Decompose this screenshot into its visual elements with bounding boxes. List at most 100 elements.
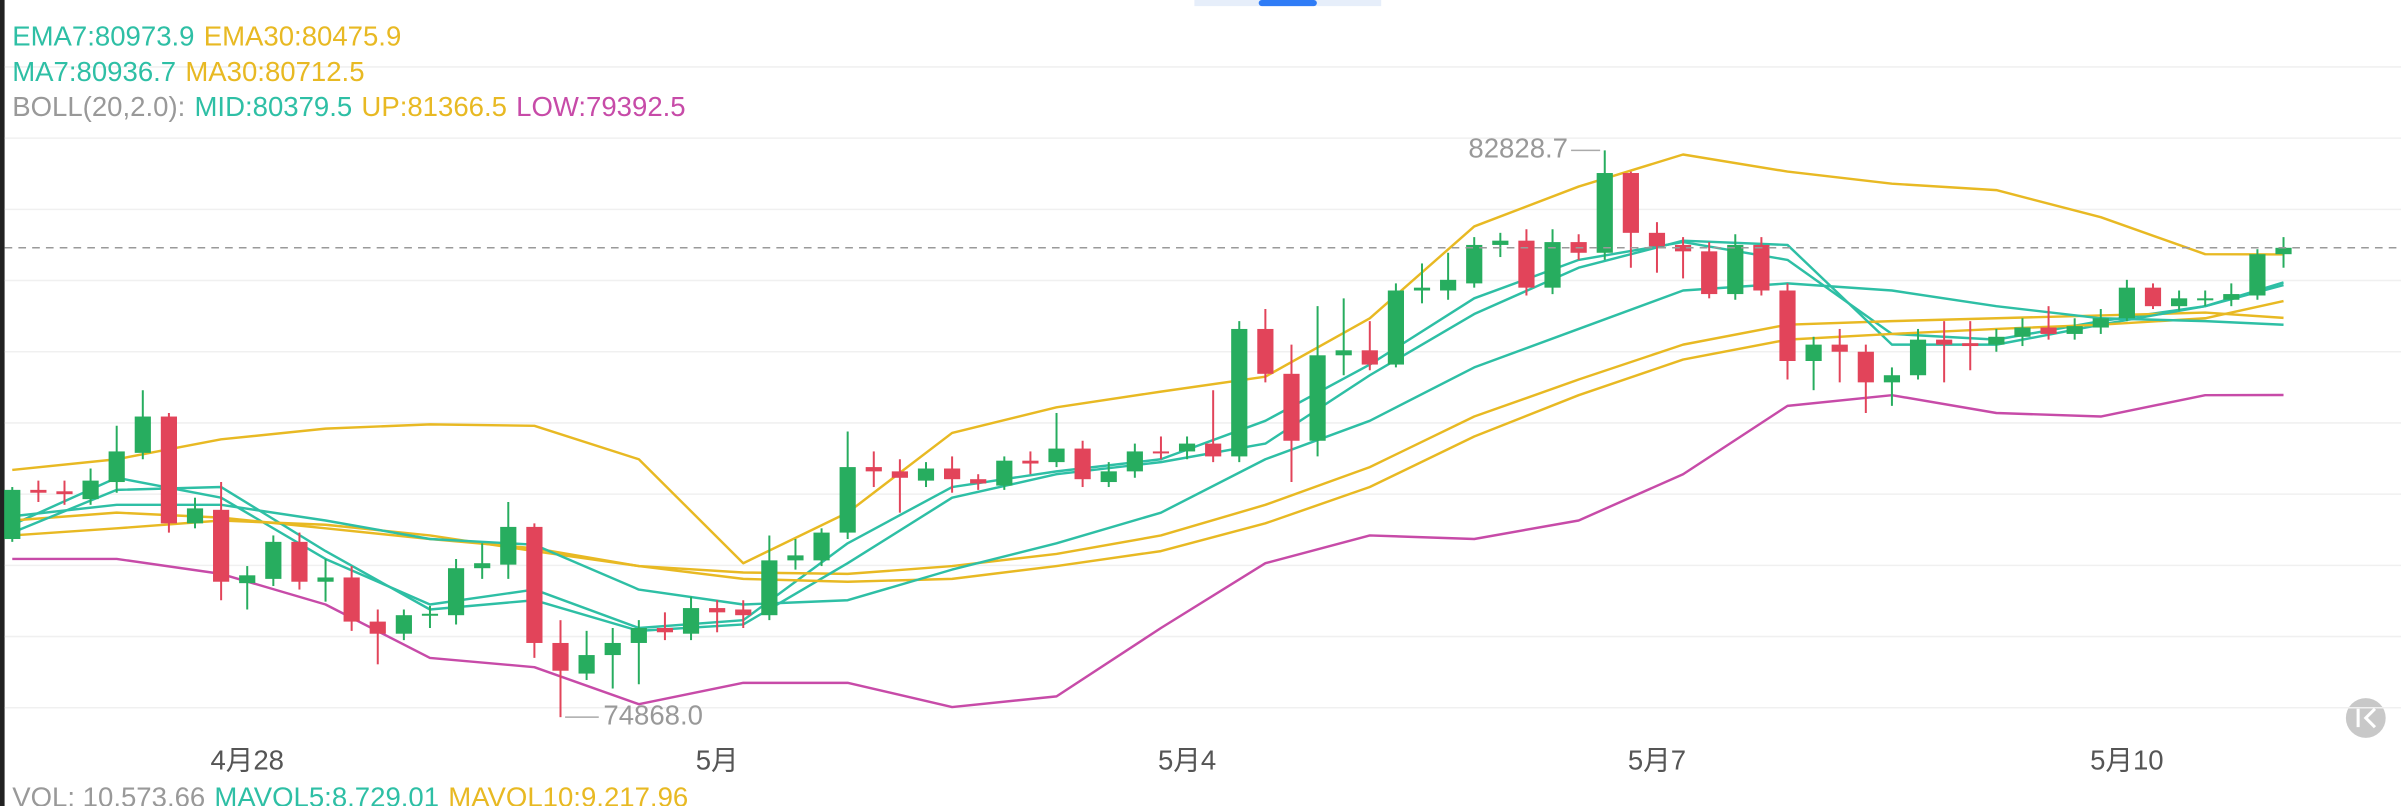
- labels: 4月28 5月 5月4 5月7 5月10 82828.7 74868.0 EMA7:80973…: [12, 21, 2163, 806]
- candle-body: [1231, 328, 1248, 457]
- candle-body: [1309, 355, 1326, 441]
- x-tick-label: 5月: [696, 745, 739, 776]
- candle-body: [552, 642, 569, 671]
- candle-body: [2249, 254, 2266, 296]
- indicator-line: [12, 393, 2284, 709]
- candle-body: [1492, 240, 1509, 245]
- candle-body: [447, 568, 465, 616]
- candle-body: [421, 613, 439, 616]
- candle-body: [239, 575, 256, 584]
- candle-body: [2275, 247, 2292, 255]
- low-label: 74868.0: [603, 699, 703, 730]
- candle-body: [369, 621, 386, 634]
- candle-body: [1857, 351, 1874, 383]
- candle-body: [1074, 448, 1091, 480]
- candle-body: [2040, 327, 2057, 334]
- candle-body: [1466, 244, 1483, 284]
- candle-body: [1361, 350, 1378, 365]
- indicator-line: [12, 282, 2284, 606]
- x-tick-label: 5月7: [1628, 745, 1686, 776]
- candle-body: [134, 416, 151, 453]
- high-label: 82828.7: [1468, 133, 1568, 164]
- candle-body: [1622, 173, 1639, 233]
- candle-body: [604, 642, 621, 656]
- volume-label: MAVOL10:9,217.96: [448, 781, 688, 806]
- candle-body: [1205, 443, 1222, 457]
- x-tick-label: 5月10: [2090, 745, 2164, 776]
- candle-body: [656, 628, 674, 633]
- candle-body: [761, 560, 778, 616]
- legend-entry: UP:81366.5: [361, 91, 507, 122]
- candle-body: [1648, 232, 1666, 247]
- candle-body: [2066, 326, 2083, 334]
- candle-body: [996, 460, 1013, 486]
- candle-body: [317, 577, 334, 582]
- candle-body: [1779, 290, 1796, 361]
- legend-entry: LOW:79392.5: [516, 91, 686, 122]
- candle-body: [1674, 244, 1692, 252]
- candle-body: [395, 615, 412, 634]
- candle-body: [1805, 344, 1822, 361]
- candle-body: [56, 491, 73, 495]
- candle-body: [891, 471, 908, 478]
- candle-body: [82, 480, 99, 500]
- candle-body: [787, 555, 804, 561]
- candle-body: [1048, 448, 1065, 463]
- candle-body: [1518, 240, 1535, 288]
- candle-body: [578, 655, 595, 674]
- candle-body: [1727, 244, 1744, 295]
- legend-entry: MA30:80712.5: [185, 56, 364, 87]
- candle-body: [813, 532, 830, 561]
- candle-body: [108, 451, 125, 483]
- top-tab-indicator: [1258, 0, 1317, 7]
- indicator-line: [12, 153, 2284, 565]
- candle-body: [1909, 339, 1927, 376]
- left-edge: [0, 0, 5, 806]
- candle-body: [1883, 375, 1901, 383]
- candle-body: [1988, 336, 2005, 345]
- legend-entry: MA7:80936.7: [12, 56, 176, 87]
- legend-entry: EMA7:80973.9: [12, 21, 194, 52]
- candle-body: [2197, 298, 2214, 301]
- candle-body: [1962, 343, 1979, 347]
- legend-title: BOLL(20,2.0):: [12, 91, 185, 122]
- candle-body: [1831, 344, 1848, 352]
- candle-body: [1596, 173, 1613, 253]
- indicator-line: [11, 239, 2284, 633]
- x-tick-label: 4月28: [210, 745, 284, 776]
- candle-body: [1152, 451, 1170, 454]
- indicator-line: [12, 311, 2284, 576]
- back-to-latest-button[interactable]: [2345, 698, 2386, 738]
- button-icon[interactable]: [2356, 707, 2377, 729]
- candle-body: [1753, 244, 1770, 291]
- volume-label: MAVOL5:8,729.01: [214, 781, 439, 806]
- candle-body: [1178, 443, 1196, 452]
- candle-body: [2223, 294, 2240, 300]
- x-tick-label: 5月4: [1158, 745, 1216, 776]
- indicator-lines: [11, 153, 2284, 709]
- candle-body: [186, 508, 204, 524]
- candle-body: [500, 526, 517, 565]
- candle-body: [2014, 327, 2031, 337]
- volume-label: VOL: 10,573.66: [12, 781, 205, 806]
- candle-body: [343, 577, 360, 622]
- candle-body: [4, 489, 21, 540]
- candle-body: [917, 468, 935, 481]
- candle-body: [1022, 460, 1039, 464]
- candle-body: [944, 468, 961, 480]
- candle-body: [2092, 318, 2109, 328]
- candle-body: [1936, 339, 1953, 345]
- candle-body: [265, 541, 282, 579]
- candle-body: [2144, 287, 2162, 307]
- candle-body: [1335, 350, 1352, 356]
- candle-body: [1701, 251, 1718, 295]
- candle-body: [682, 608, 700, 634]
- candle-body: [1100, 471, 1117, 483]
- candle-body: [1544, 242, 1561, 288]
- candle-body: [213, 509, 230, 582]
- candle-body: [1440, 279, 1457, 291]
- legend-entry: EMA30:80475.9: [204, 21, 402, 52]
- candle-body: [526, 526, 543, 643]
